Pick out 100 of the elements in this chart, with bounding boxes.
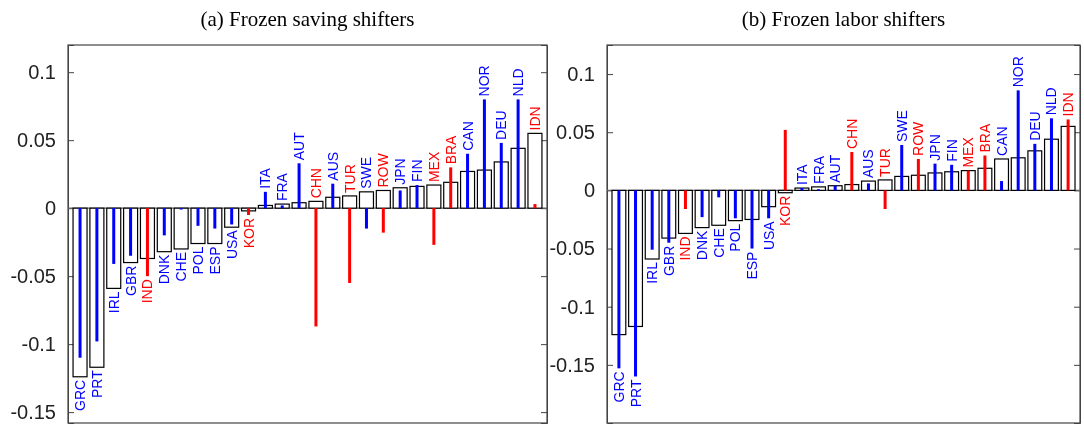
x-tick-label: ROW: [910, 120, 927, 156]
x-tick-label: TUR: [877, 148, 894, 177]
bar: [683, 190, 687, 209]
y-tick-label: -0.1: [560, 295, 595, 318]
x-tick-label: IDN: [526, 106, 543, 131]
x-tick-label: FRA: [274, 172, 291, 202]
x-tick-label: GBR: [122, 265, 139, 296]
bar: [1000, 181, 1004, 191]
x-tick-label: FIN: [943, 139, 960, 162]
x-tick-label: PRT: [88, 369, 105, 398]
x-tick-label: IND: [139, 279, 156, 304]
x-tick-label: SWE: [893, 110, 910, 143]
x-tick-label: USA: [223, 229, 240, 259]
x-tick-label: KOR: [777, 195, 794, 227]
x-tick-label: GRC: [72, 379, 89, 411]
y-tick-label: 0.1: [567, 62, 595, 85]
x-tick-label: CHN: [843, 118, 860, 149]
x-tick-label: KOR: [240, 217, 257, 249]
x-tick-label: CAN: [459, 121, 476, 151]
x-tick-label: DEU: [1026, 111, 1043, 141]
x-tick-label: DNK: [156, 254, 173, 285]
y-tick-label: -0.05: [549, 237, 595, 260]
x-tick-label: BRA: [442, 134, 459, 165]
bar: [247, 208, 251, 215]
bar: [358, 191, 375, 209]
x-tick-label: ESP: [206, 246, 223, 275]
bar: [499, 142, 503, 209]
x-tick-label: AUS: [324, 151, 341, 181]
bar: [381, 208, 385, 233]
bar: [950, 164, 954, 191]
bar: [297, 163, 301, 209]
bar: [375, 189, 391, 209]
bar: [717, 190, 721, 198]
bar: [342, 195, 358, 209]
bar: [432, 208, 436, 245]
bar: [466, 153, 470, 209]
bar: [900, 145, 904, 191]
x-tick-label: IRL: [644, 261, 661, 284]
bar: [1049, 118, 1053, 191]
bar: [348, 208, 352, 283]
x-tick-label: ROW: [375, 152, 392, 188]
x-tick-label: ESP: [743, 251, 760, 280]
x-tick-label: NOR: [476, 65, 493, 97]
bar: [750, 190, 754, 249]
bar: [314, 208, 318, 327]
y-tick-label: -0.15: [10, 401, 56, 424]
x-tick-label: DEU: [493, 110, 510, 140]
bar: [783, 129, 787, 191]
bar: [767, 190, 771, 219]
bar: [933, 163, 937, 191]
bar: [883, 190, 887, 209]
chart-title: (b) Frozen labor shifters: [741, 7, 946, 31]
bar: [617, 190, 621, 369]
x-tick-label: SWE: [358, 156, 375, 189]
x-tick-label: IDN: [1060, 92, 1077, 117]
x-tick-label: AUS: [860, 149, 877, 179]
x-tick-label: ITA: [793, 163, 810, 186]
x-tick-label: ITA: [257, 167, 274, 189]
bar: [145, 208, 149, 277]
bar: [634, 190, 638, 377]
y-tick-label: 0.05: [17, 129, 56, 152]
bar: [95, 208, 99, 342]
x-tick-label: CHE: [173, 251, 190, 282]
x-tick-label: IND: [677, 236, 694, 261]
x-tick-label: NLD: [1043, 87, 1060, 116]
bar: [1033, 143, 1037, 191]
bar: [1016, 90, 1020, 191]
chart-title: (a) Frozen saving shifters: [200, 7, 415, 31]
bar: [112, 208, 116, 264]
bar: [1066, 119, 1070, 191]
bar: [196, 208, 200, 226]
bar: [700, 190, 704, 218]
x-tick-label: DNK: [694, 229, 711, 261]
x-tick-label: BRA: [976, 123, 993, 153]
bar: [482, 99, 486, 209]
x-tick-label: MEX: [960, 136, 977, 168]
bar: [516, 99, 520, 209]
bar: [677, 189, 693, 235]
x-tick-label: AUT: [827, 154, 844, 183]
x-tick-label: POL: [189, 246, 206, 275]
y-tick-label: 0: [44, 197, 56, 220]
x-tick-label: JPN: [392, 158, 409, 185]
bar: [850, 152, 854, 191]
x-tick-label: FRA: [810, 155, 827, 184]
bar: [667, 190, 671, 243]
y-tick-label: -0.05: [10, 265, 56, 288]
bar: [331, 183, 335, 209]
x-tick-label: CHN: [307, 168, 324, 199]
x-tick-label: GBR: [660, 245, 677, 277]
bar: [449, 167, 453, 209]
x-tick-label: JPN: [927, 134, 944, 161]
x-tick-label: AUT: [291, 131, 308, 161]
bar: [916, 158, 920, 191]
x-tick-label: MEX: [425, 151, 442, 183]
y-tick-label: -0.1: [21, 333, 56, 356]
x-tick-label: NOR: [1010, 56, 1027, 88]
x-tick-label: PRT: [627, 379, 644, 408]
bar: [263, 191, 267, 209]
y-tick-label: 0.05: [556, 121, 595, 144]
y-tick-label: -0.15: [549, 353, 595, 376]
